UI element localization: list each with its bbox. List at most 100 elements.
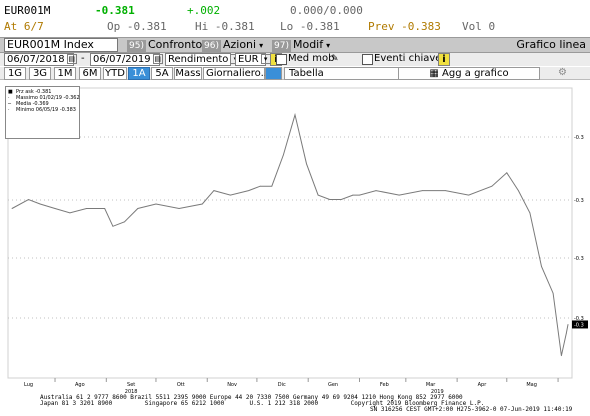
high-price: Hi -0.381 (195, 20, 255, 33)
frequency-value: Giornaliero... (206, 68, 271, 79)
quote-details: At 6/7 Op -0.381 Hi -0.381 Lo -0.381 Pre… (0, 20, 590, 34)
add-to-chart-button[interactable]: ▦ Agg a grafico (398, 67, 540, 80)
legend-label: Prz ask -0.381 (16, 89, 52, 95)
x-tick-label: Dic (278, 382, 286, 388)
eventi-checkbox[interactable] (362, 54, 373, 65)
data-point (329, 199, 331, 200)
gear-icon[interactable]: ⚙ (558, 67, 567, 78)
start-date-field[interactable]: 06/07/2018 ▤ (4, 53, 77, 66)
data-point (375, 190, 377, 192)
quote-time: At 6/7 (4, 20, 44, 33)
azioni-number: 96) (202, 40, 221, 52)
pencil-icon[interactable]: ✎ (331, 54, 339, 64)
x-tick-label: Feb (380, 382, 389, 388)
currency-select[interactable]: EUR ▾ (235, 53, 271, 66)
field-select[interactable]: Rendimento▾ (165, 53, 241, 66)
y-tick-label: -0.3 (574, 316, 584, 322)
chart-legend: ■ Prz ask -0.381 · Massimo 01/02/19 -0.362… (5, 86, 80, 139)
prev-close: Prev -0.383 (368, 20, 441, 33)
data-point (517, 190, 519, 192)
x-tick-label: Gen (328, 382, 338, 388)
tab-1m[interactable]: 1M (54, 67, 76, 80)
legend-item: · Minimo 06/05/19 -0.383 (8, 107, 77, 113)
data-point (104, 208, 106, 209)
data-point (565, 332, 567, 334)
data-point (112, 225, 114, 227)
tabella-button[interactable]: Tabella (284, 67, 400, 80)
modif-number: 97) (272, 40, 291, 52)
legend-label: Media -0.369 (16, 101, 49, 107)
legend-label: Massimo 01/02/19 -0.362 (16, 95, 80, 101)
tab-1g[interactable]: 1G (4, 67, 26, 80)
legend-label: Minimo 06/05/19 -0.383 (16, 107, 76, 113)
data-point (213, 190, 215, 192)
year-label: 2018 (125, 389, 138, 395)
tab-6m[interactable]: 6M (79, 67, 101, 80)
data-point (230, 194, 231, 196)
tab-3g[interactable]: 3G (29, 67, 51, 80)
add-chart-label: Agg a grafico (442, 68, 509, 79)
data-point (421, 190, 423, 192)
chart-type-icon[interactable] (265, 67, 282, 80)
data-point (137, 208, 139, 209)
chevron-down-icon: ▾ (326, 41, 331, 50)
legend-dash-icon: · (8, 95, 10, 101)
tab-ytd[interactable]: YTD (103, 67, 127, 80)
chart-grid (7, 87, 573, 379)
y-tick-label: -0.3 (574, 256, 584, 262)
end-date-field[interactable]: 06/07/2019 ▤ (90, 53, 163, 66)
data-point (69, 212, 71, 214)
data-point (552, 292, 554, 294)
tab-mass[interactable]: Mass (174, 67, 202, 80)
last-value-label: -0.3 (574, 322, 584, 328)
end-date: 06/07/2019 (93, 54, 151, 65)
footer-line-1: Australia 61 2 9777 8600 Brazil 5511 239… (40, 394, 463, 401)
plot-frame (7, 87, 573, 379)
modif-button[interactable]: 97) Modif ▾ (272, 38, 330, 52)
footer-line-2: Japan 81 3 3201 8900 Singapore 65 6212 1… (40, 400, 485, 407)
tab-5a[interactable]: 5A (151, 67, 173, 80)
net-change: +.002 (187, 4, 221, 17)
azioni-button[interactable]: 96) Azioni ▾ (202, 38, 263, 52)
data-point (259, 185, 261, 187)
data-point (445, 190, 446, 192)
footer-line-3: SN 316256 CEST GMT+2:00 H275-3962-0 07-J… (370, 406, 573, 413)
x-tick-label: Mag (526, 382, 537, 388)
x-tick-label: Lug (24, 382, 33, 388)
data-point (11, 208, 13, 209)
x-tick-label: Set (127, 382, 135, 388)
y-tick-label: -0.3 (574, 198, 584, 204)
tab-1a[interactable]: 1A (128, 67, 150, 80)
legend-dash-icon: ─ (8, 101, 12, 107)
x-axis: Lug Ago Set Ott Nov Dic Gen Feb Mar Apr Mag 2018 201… (24, 378, 559, 395)
data-point (271, 185, 273, 187)
data-point (282, 154, 284, 156)
x-tick-label: Ago (75, 382, 85, 388)
open-price: Op -0.381 (107, 20, 167, 33)
quote-header: EUR001M -0.381 +.002 0.000/0.000 (0, 4, 590, 18)
currency-value: EUR (238, 54, 259, 65)
frequency-select[interactable]: Giornaliero...▾ (203, 67, 277, 80)
bid-ask: 0.000/0.000 (290, 4, 363, 17)
calendar-icon[interactable]: ▤ (152, 54, 163, 64)
data-point (529, 212, 531, 214)
data-point (28, 199, 29, 200)
azioni-label: Azioni (222, 38, 257, 51)
y-tick-label: -0.3 (574, 135, 584, 141)
confronto-button[interactable]: 95) Confronto (127, 38, 202, 52)
legend-item: · Massimo 01/02/19 -0.362 (8, 95, 80, 101)
security-field[interactable]: EUR001M Index (4, 38, 118, 52)
data-point (541, 266, 542, 267)
calendar-icon[interactable]: ▤ (66, 54, 77, 64)
last-price: -0.381 (95, 4, 135, 17)
data-point (39, 203, 41, 205)
eventi-info-icon[interactable]: i (438, 53, 450, 66)
legend-item: ■ Prz ask -0.381 (8, 89, 77, 95)
med-mob-checkbox[interactable] (276, 54, 287, 65)
data-point (248, 190, 250, 192)
chevron-down-icon: ▾ (259, 41, 264, 50)
data-point (359, 194, 360, 196)
data-point (567, 324, 569, 325)
field-value: Rendimento (168, 54, 229, 65)
data-point (317, 194, 319, 196)
